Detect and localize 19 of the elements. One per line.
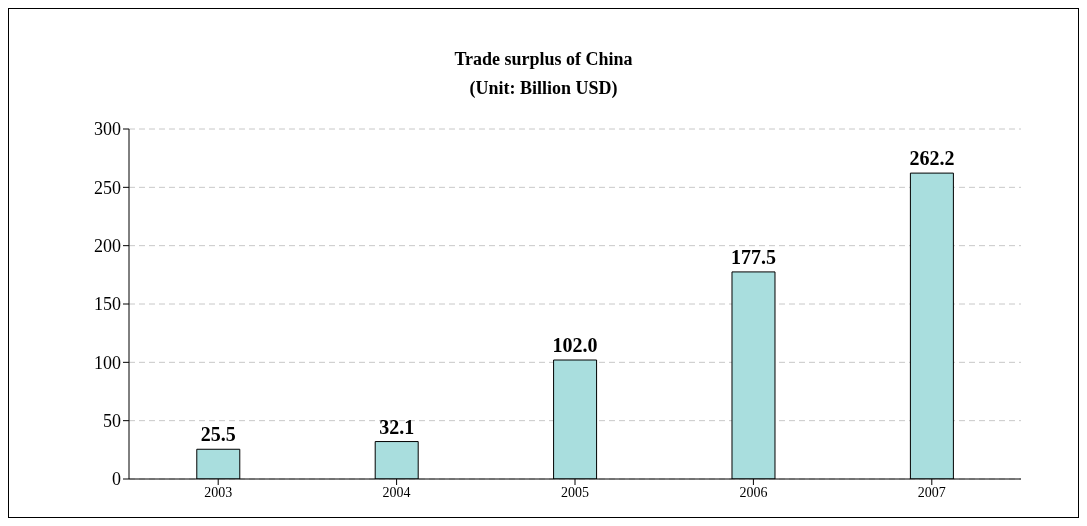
x-tick-label: 2007: [917, 484, 946, 500]
y-tick-label: 150: [94, 294, 121, 315]
data-label: 262.2: [909, 147, 955, 170]
chart-title: Trade surplus of China: [453, 49, 634, 70]
y-tick-label: 100: [94, 352, 121, 373]
data-label: 32.1: [379, 415, 415, 438]
data-label: 25.5: [200, 423, 236, 446]
y-tick-label: 0: [112, 469, 121, 490]
y-tick-label: 200: [94, 236, 121, 257]
y-tick-label: 50: [103, 411, 121, 432]
y-tick-label: 250: [94, 177, 121, 198]
x-tick-label: 2006: [739, 484, 768, 500]
x-tick-label: 2003: [204, 484, 233, 500]
x-tick-label: 2005: [561, 484, 589, 500]
y-tick-label: 300: [94, 119, 121, 140]
chart-subtitle: (Unit: Billion USD): [468, 78, 619, 99]
data-label: 102.0: [552, 334, 598, 356]
data-label: 177.5: [730, 245, 776, 268]
x-tick-label: 2004: [382, 484, 411, 500]
